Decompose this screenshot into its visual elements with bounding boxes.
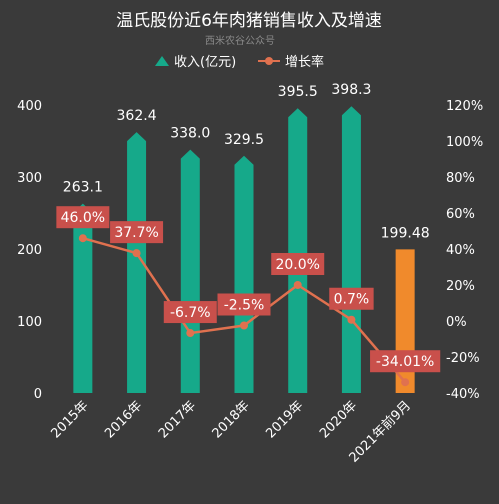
growth-rate-label: 37.7% bbox=[114, 225, 158, 241]
y-left-axis: 0 100 200 300 400 bbox=[17, 99, 42, 402]
legend-line-dot-icon bbox=[265, 57, 273, 65]
growth-label-box bbox=[56, 206, 110, 229]
bar bbox=[73, 203, 93, 393]
x-tick-label: 2019年 bbox=[263, 398, 306, 441]
x-tick-label: 2020年 bbox=[317, 398, 360, 441]
x-tick-label: 2015年 bbox=[48, 398, 91, 441]
y-right-tick-label: -20% bbox=[446, 351, 480, 366]
growth-rate-label: 0.7% bbox=[334, 292, 370, 308]
growth-label-box bbox=[110, 221, 164, 244]
growth-line-series bbox=[78, 234, 410, 387]
bar-value-label: 362.4 bbox=[117, 108, 157, 124]
growth-point bbox=[78, 234, 87, 243]
bar bbox=[288, 108, 308, 394]
bar-value-label: 398.3 bbox=[331, 82, 371, 98]
bar-value-label: 329.5 bbox=[224, 132, 264, 148]
growth-point bbox=[293, 281, 302, 289]
bar bbox=[180, 149, 200, 393]
legend: 收入(亿元) 增长率 bbox=[155, 54, 324, 70]
growth-rate-label: -6.7% bbox=[170, 305, 211, 321]
growth-rate-labels: 46.0% 37.7% -6.7% -2.5% 20.0% 0.7% -34.01% bbox=[56, 206, 441, 373]
y-right-tick-label: 0% bbox=[446, 315, 467, 330]
bar-value-label: 263.1 bbox=[63, 180, 103, 196]
y-right-tick-label: -40% bbox=[446, 387, 480, 402]
bar bbox=[127, 132, 147, 393]
growth-label-box bbox=[217, 293, 271, 316]
legend-bar-label: 收入(亿元) bbox=[174, 55, 236, 70]
y-right-tick-label: 100% bbox=[446, 135, 483, 150]
x-tick-label: 2017年 bbox=[156, 398, 199, 441]
bar-value-label: 395.5 bbox=[278, 84, 318, 100]
growth-label-box bbox=[370, 350, 441, 373]
growth-point bbox=[132, 249, 141, 258]
growth-label-box bbox=[271, 253, 325, 275]
y-right-tick-label: 60% bbox=[446, 207, 475, 222]
bar bbox=[341, 106, 361, 393]
y-right-tick-label: 80% bbox=[446, 171, 475, 186]
legend-bar-marker-icon bbox=[155, 56, 169, 66]
growth-point bbox=[401, 378, 410, 387]
growth-rate-label: 46.0% bbox=[61, 210, 105, 226]
growth-point bbox=[347, 315, 356, 324]
y-left-tick-label: 100 bbox=[17, 315, 42, 330]
growth-label-box bbox=[163, 301, 217, 324]
y-left-tick-label: 0 bbox=[34, 387, 42, 402]
y-left-tick-label: 200 bbox=[17, 243, 42, 258]
x-tick-label: 2016年 bbox=[102, 398, 145, 441]
growth-rate-label: 20.0% bbox=[275, 257, 319, 273]
bar-value-label: 199.48 bbox=[381, 225, 430, 241]
bar bbox=[234, 155, 254, 393]
bar-value-label: 338.0 bbox=[170, 126, 210, 142]
y-right-tick-label: 20% bbox=[446, 279, 475, 294]
growth-label-box bbox=[329, 287, 374, 310]
y-right-axis: -40% -20% 0% 20% 40% 60% 80% 100% 120% bbox=[446, 99, 483, 402]
y-right-tick-label: 40% bbox=[446, 243, 475, 258]
x-tick-label: 2018年 bbox=[210, 398, 253, 441]
growth-rate-label: -34.01% bbox=[376, 354, 434, 370]
growth-point bbox=[240, 321, 248, 330]
chart-subtitle: 西米农谷公众号 bbox=[205, 34, 275, 47]
y-right-tick-label: 120% bbox=[446, 99, 483, 114]
growth-point bbox=[186, 329, 195, 338]
legend-line-label: 增长率 bbox=[285, 54, 324, 70]
growth-rate-label: -2.5% bbox=[224, 298, 265, 314]
bar-value-labels: 263.1 362.4 338.0 329.5 395.5 398.3 199.48 bbox=[63, 82, 430, 241]
y-left-tick-label: 400 bbox=[17, 99, 42, 114]
chart-title: 温氏股份近6年肉猪销售收入及增速 bbox=[116, 11, 382, 31]
y-left-tick-label: 300 bbox=[17, 171, 42, 186]
